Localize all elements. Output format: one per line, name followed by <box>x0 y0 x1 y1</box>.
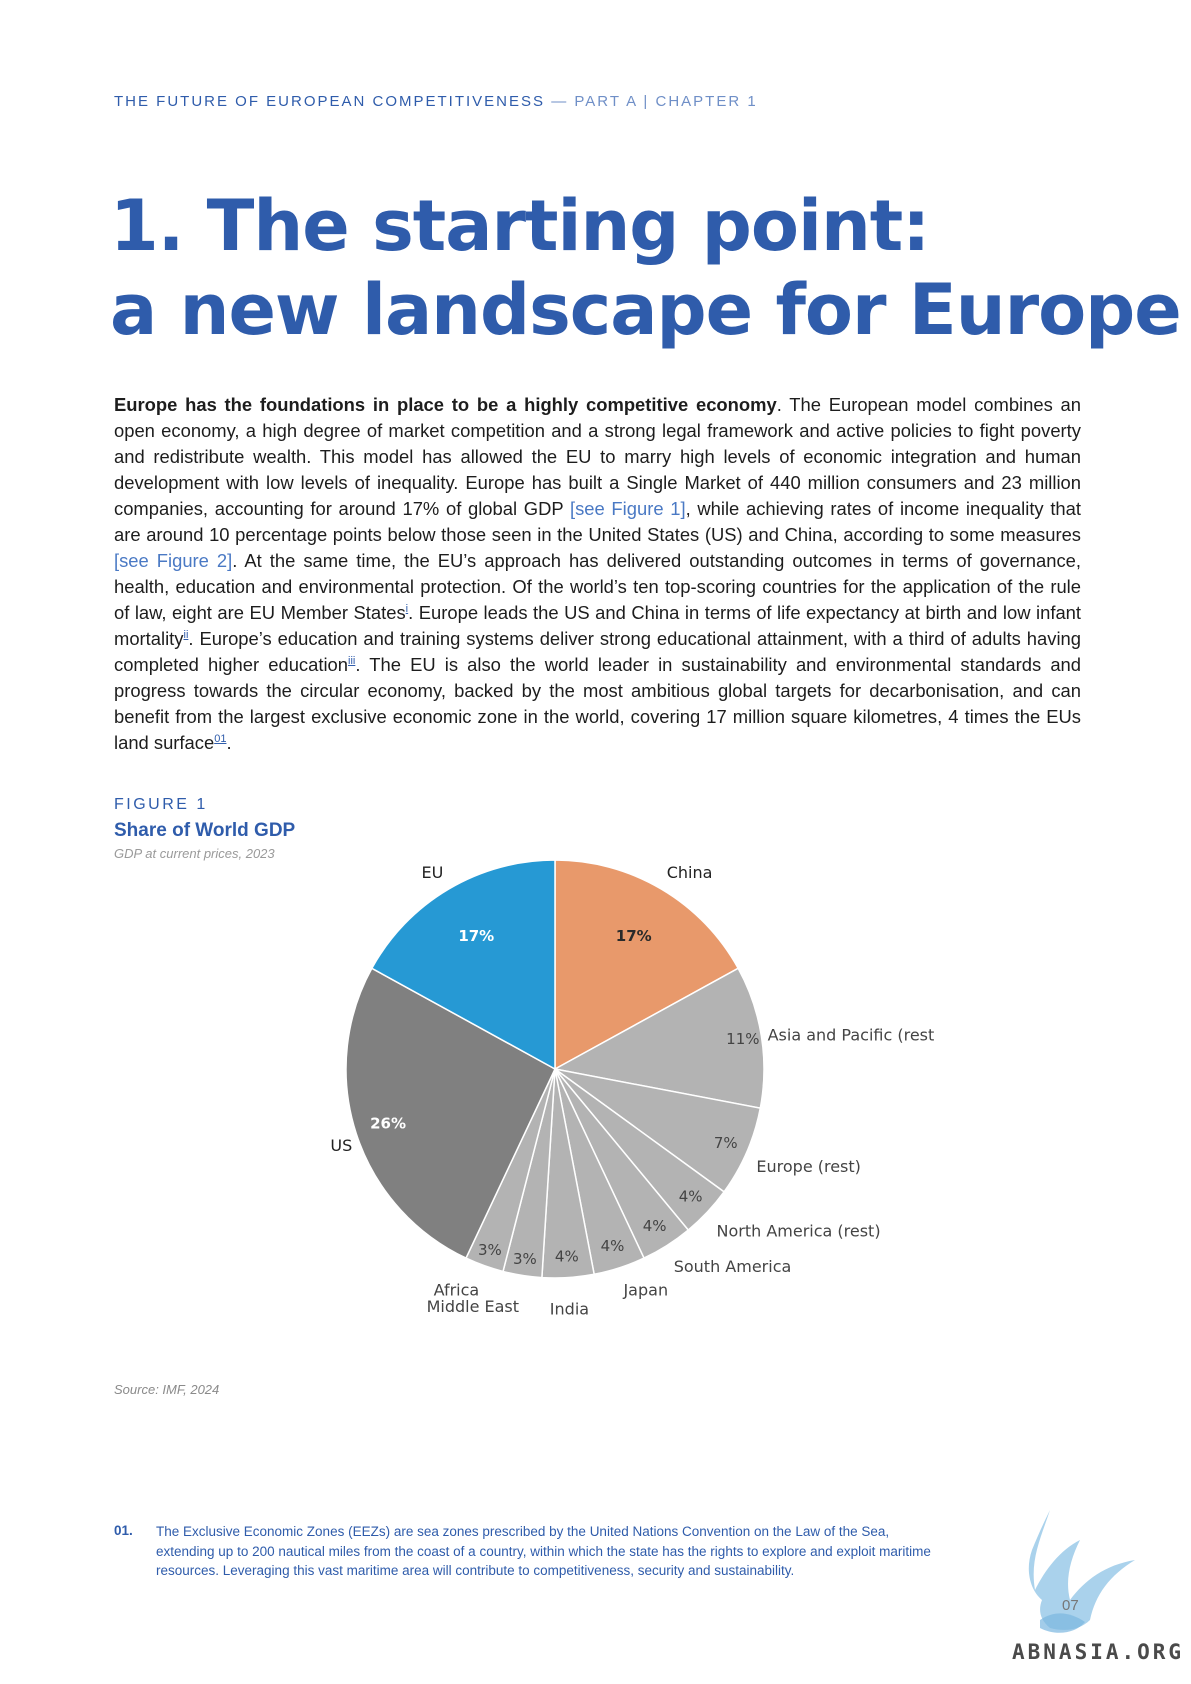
category-label-europe-rest: Europe (rest) <box>756 1157 861 1176</box>
footnote-text: The Exclusive Economic Zones (EEZs) are … <box>156 1524 931 1578</box>
pie-slice-china <box>554 860 740 1071</box>
intro-paragraph: Europe has the foundations in place to b… <box>114 392 1081 756</box>
intro-lead: Europe has the foundations in place to b… <box>114 394 777 415</box>
pie-slice-eu <box>370 860 556 1071</box>
figure-title: Share of World GDP <box>114 820 296 841</box>
intro-text-7: . <box>226 732 232 753</box>
category-label-north-america-rest: North America (rest) <box>716 1222 880 1241</box>
figure-1-link[interactable]: [see Figure 1] <box>569 498 686 519</box>
intro-text-2: , while achieving rates of income inequa… <box>114 498 1081 545</box>
footnote-ref-01[interactable]: 01 <box>214 732 227 745</box>
endnote-ref-iii[interactable]: iii <box>348 654 356 667</box>
data-label-eu: 17% <box>458 927 494 945</box>
intro-text-4: . Europe leads the US and China in terms… <box>114 602 1082 649</box>
running-header: THE FUTURE OF EUROPEAN COMPETITIVENESS —… <box>114 93 758 110</box>
document-title: THE FUTURE OF EUROPEAN COMPETITIVENESS <box>114 93 546 110</box>
page-title: 1. The starting point: a new landscape f… <box>110 184 1182 352</box>
footnote-number: 01. <box>114 1523 133 1538</box>
watermark-text: ABNASIA.ORG <box>1012 1640 1185 1664</box>
category-label-middle-east: Middle East <box>427 1297 519 1316</box>
data-label-africa: 3% <box>478 1241 502 1259</box>
category-label-south-america: South America <box>674 1257 792 1276</box>
category-label-us: US <box>330 1136 352 1155</box>
intro-text-1: . The European model combines an open ec… <box>114 394 1081 519</box>
pie-chart: 17% China 11% Asia and Pacific (rest 7% Europ… <box>330 860 935 1318</box>
category-label-africa: Africa <box>434 1280 480 1299</box>
pie-slice-asia-and-pacific-rest <box>552 967 765 1110</box>
figure-2-link[interactable]: [see Figure 2] <box>114 550 233 571</box>
header-separator: — <box>545 93 575 110</box>
category-label-india: India <box>550 1299 589 1318</box>
category-label-eu: EU <box>421 863 443 882</box>
data-label-middle-east: 3% <box>513 1250 537 1268</box>
page-number: 07 <box>1062 1597 1079 1614</box>
page-title-line-2: a new landscape for Europe <box>110 269 1182 351</box>
figure-subtitle: GDP at current prices, 2023 <box>114 846 275 861</box>
data-label-china: 17% <box>616 927 652 945</box>
category-label-asia-and-pacific-rest: Asia and Pacific (rest <box>768 1025 935 1044</box>
page-title-line-1: 1. The starting point: <box>110 185 930 267</box>
griffin-logo-icon <box>1028 1510 1135 1633</box>
intro-text-3: . At the same time, the EU’s approach ha… <box>114 550 1081 623</box>
data-label-india: 4% <box>555 1248 579 1266</box>
section-label: PART A | CHAPTER 1 <box>574 93 758 110</box>
data-label-japan: 4% <box>601 1237 625 1255</box>
intro-text-5: . Europe’s education and training system… <box>114 628 1081 675</box>
category-label-china: China <box>667 863 713 882</box>
endnote-ref-i[interactable]: i <box>405 602 409 615</box>
data-label-north-america-rest: 4% <box>679 1187 703 1205</box>
figure-kicker: FIGURE 1 <box>114 796 208 813</box>
data-label-south-america: 4% <box>643 1217 667 1235</box>
endnote-ref-ii[interactable]: ii <box>183 628 189 641</box>
intro-text-6: . The EU is also the world leader in sus… <box>114 654 1081 753</box>
data-label-us: 26% <box>370 1114 406 1132</box>
source-note: Source: IMF, 2024 <box>114 1382 220 1397</box>
data-label-europe-rest: 7% <box>714 1134 738 1152</box>
category-label-japan: Japan <box>622 1281 668 1300</box>
data-label-asia-and-pacific-rest: 11% <box>726 1030 759 1048</box>
